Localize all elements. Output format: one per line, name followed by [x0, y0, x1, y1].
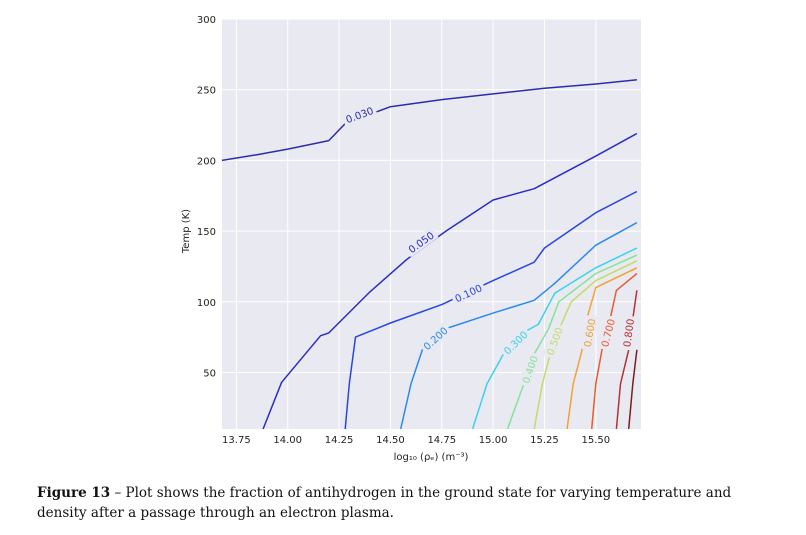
- x-tick-label: 15.50: [581, 435, 610, 446]
- contour-label-background: [619, 315, 637, 351]
- x-tick-label: 13.75: [222, 435, 251, 446]
- figure-number: Figure 13: [37, 485, 111, 501]
- x-tick-label: 14.00: [273, 435, 302, 446]
- y-tick-label: 150: [197, 227, 216, 238]
- x-tick-label: 14.50: [376, 435, 405, 446]
- contour-label-group: 0.600: [579, 314, 599, 351]
- contour-line-0-300: [471, 247, 638, 430]
- contour-label-background: [517, 351, 542, 388]
- contour-label-background: [418, 321, 453, 355]
- y-tick-label: 200: [197, 156, 216, 167]
- x-tick-label: 15.25: [530, 435, 559, 446]
- caption-separator: –: [110, 485, 126, 501]
- contour-label-background: [341, 102, 378, 127]
- figure-caption: Figure 13 – Plot shows the fraction of a…: [37, 483, 777, 523]
- x-tick-label: 14.75: [427, 435, 456, 446]
- contour-label-background: [542, 322, 567, 360]
- y-tick-label: 50: [203, 368, 216, 379]
- contour-label: 0.600: [583, 318, 599, 348]
- contour-line-0-050: [262, 132, 638, 430]
- contour-line-0-030: [221, 79, 637, 162]
- contour-label-group: 0.800: [619, 315, 637, 351]
- caption-text: Plot shows the fraction of antihydrogen …: [37, 485, 732, 521]
- contour-label-background: [498, 325, 533, 359]
- contour-line-0-200: [399, 221, 638, 430]
- x-tick-label: 15.00: [479, 435, 508, 446]
- y-axis-label: Temp (K): [181, 209, 192, 254]
- y-tick-labels: 50 100 150 200 250 300: [197, 15, 216, 379]
- contour-label-background: [596, 314, 619, 351]
- y-tick-label: 100: [197, 298, 216, 309]
- x-axis-label: log₁₀ (ρₑ) (m⁻³): [394, 452, 469, 463]
- y-tick-label: 300: [197, 15, 216, 26]
- contour-label: 0.800: [622, 318, 637, 348]
- contour-label-background: [579, 314, 599, 351]
- contour-line-extra: [627, 349, 638, 430]
- contour-label-background: [450, 279, 487, 306]
- y-tick-label: 250: [197, 86, 216, 97]
- x-tick-label: 14.25: [325, 435, 354, 446]
- plot-area: [222, 19, 641, 429]
- contour-label-background: [403, 226, 439, 258]
- x-tick-labels: 13.75 14.00 14.25 14.50 14.75 15.00 15.25 15.50: [222, 435, 610, 446]
